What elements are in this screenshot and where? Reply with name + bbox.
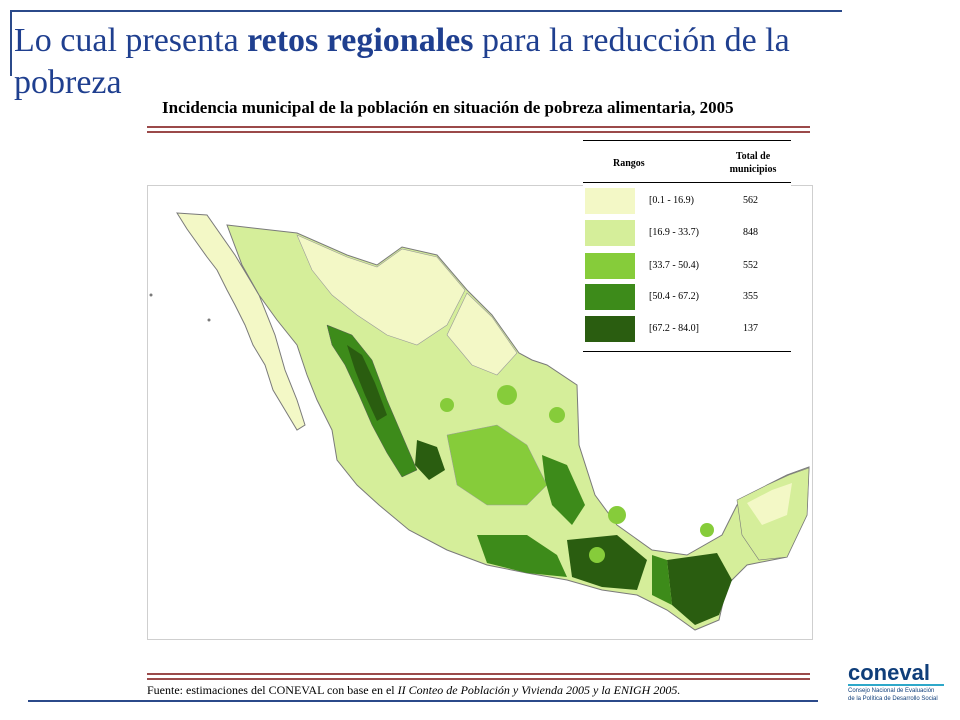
coneval-logo: coneval Consejo Nacional de Evaluación d… xyxy=(838,660,948,712)
legend-count: 562 xyxy=(743,195,758,206)
patch xyxy=(589,547,605,563)
legend-row: [67.2 - 84.0] 137 xyxy=(583,316,791,342)
legend-count: 137 xyxy=(743,323,758,334)
chiapas-dark xyxy=(667,553,732,625)
patch xyxy=(497,385,517,405)
bottom-rule xyxy=(28,700,818,702)
legend-swatch xyxy=(585,220,635,246)
slide-title-emphasis: retos regionales xyxy=(247,22,474,59)
island xyxy=(149,293,153,297)
source-rule-2 xyxy=(147,678,810,680)
legend-range: [0.1 - 16.9) xyxy=(649,195,694,206)
baja-california xyxy=(176,212,306,431)
left-rule xyxy=(10,10,12,76)
legend-row: [16.9 - 33.7) 848 xyxy=(583,220,791,246)
oaxaca-dark xyxy=(567,535,647,590)
sierra-occidental-core xyxy=(347,345,387,421)
source-rule-1 xyxy=(147,673,810,675)
legend-range: [50.4 - 67.2) xyxy=(649,291,699,302)
legend-count: 355 xyxy=(743,291,758,302)
legend-count: 848 xyxy=(743,227,758,238)
map-title-rule-2 xyxy=(147,131,810,133)
legend-range: [67.2 - 84.0] xyxy=(649,323,699,334)
north-light xyxy=(296,234,466,346)
legend-range: [16.9 - 33.7) xyxy=(649,227,699,238)
chiapas-medium xyxy=(652,555,672,605)
central-medium xyxy=(446,424,548,506)
legend-rule-header xyxy=(583,182,791,183)
yucatan-light xyxy=(747,483,792,525)
patch xyxy=(440,398,454,412)
slide-title: Lo cual presenta retos regionales para l… xyxy=(14,22,790,101)
logo-bar xyxy=(848,684,944,686)
legend-swatch xyxy=(585,253,635,279)
patch xyxy=(608,506,626,524)
legend-range: [33.7 - 50.4) xyxy=(649,260,699,271)
legend-header-ranges: Rangos xyxy=(613,158,645,169)
guerrero-dark xyxy=(477,535,567,577)
top-rule xyxy=(10,10,842,12)
source-note: Fuente: estimaciones del CONEVAL con bas… xyxy=(147,683,681,697)
northeast-light xyxy=(446,292,518,376)
map-title: Incidencia municipal de la población en … xyxy=(162,98,734,117)
legend-row: [33.7 - 50.4) 552 xyxy=(583,253,791,279)
legend-row: [50.4 - 67.2) 355 xyxy=(583,284,791,310)
legend-header-total: Total de municipios xyxy=(729,151,777,175)
legend-swatch xyxy=(585,316,635,342)
map-title-rule-1 xyxy=(147,126,810,128)
patch xyxy=(549,407,565,423)
legend-rule-top xyxy=(583,140,791,141)
logo-tagline-2: de la Política de Desarrollo Social xyxy=(848,696,938,702)
huasteca-dark xyxy=(542,455,585,525)
island xyxy=(207,318,211,322)
legend-row: [0.1 - 16.9) 562 xyxy=(583,188,791,214)
mexico-map xyxy=(149,212,810,631)
logo-tagline-1: Consejo Nacional de Evaluación xyxy=(848,688,935,694)
legend-swatch xyxy=(585,188,635,214)
patch xyxy=(700,523,714,537)
legend-rule-bottom xyxy=(583,351,791,352)
legend-count: 552 xyxy=(743,260,758,271)
nayarit-dark xyxy=(415,440,445,480)
legend-swatch xyxy=(585,284,635,310)
logo-wordmark: coneval xyxy=(848,660,930,685)
map-legend: Rangos Total de municipios [0.1 - 16.9) … xyxy=(583,140,791,354)
